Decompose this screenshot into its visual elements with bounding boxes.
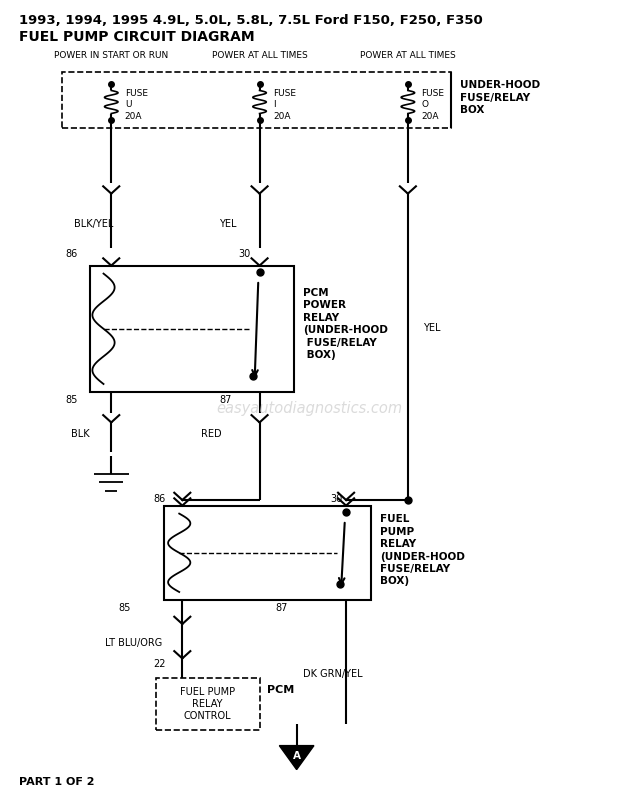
- Text: 22: 22: [153, 659, 166, 669]
- Text: YEL: YEL: [423, 323, 441, 333]
- Text: POWER AT ALL TIMES: POWER AT ALL TIMES: [360, 51, 455, 61]
- Text: 86: 86: [65, 250, 77, 259]
- Text: RED: RED: [201, 429, 221, 438]
- Text: O: O: [421, 100, 428, 109]
- Polygon shape: [279, 746, 314, 770]
- Text: BLK/YEL: BLK/YEL: [74, 219, 114, 229]
- Text: 1993, 1994, 1995 4.9L, 5.0L, 5.8L, 7.5L Ford F150, F250, F350: 1993, 1994, 1995 4.9L, 5.0L, 5.8L, 7.5L …: [19, 14, 482, 27]
- Text: 30: 30: [331, 494, 343, 504]
- Text: FUEL PUMP
RELAY
CONTROL: FUEL PUMP RELAY CONTROL: [180, 686, 235, 722]
- Text: FUEL PUMP CIRCUIT DIAGRAM: FUEL PUMP CIRCUIT DIAGRAM: [19, 30, 254, 43]
- Text: 20A: 20A: [273, 112, 290, 121]
- Bar: [62, 72, 451, 128]
- Text: FUSE: FUSE: [125, 90, 148, 98]
- Text: FUEL
PUMP
RELAY
(UNDER-HOOD
FUSE/RELAY
BOX): FUEL PUMP RELAY (UNDER-HOOD FUSE/RELAY B…: [380, 514, 465, 586]
- Text: FUSE: FUSE: [421, 90, 444, 98]
- Text: 20A: 20A: [421, 112, 439, 121]
- Text: POWER AT ALL TIMES: POWER AT ALL TIMES: [212, 51, 307, 61]
- Text: 86: 86: [153, 494, 166, 504]
- Text: easyautodiagnostics.com: easyautodiagnostics.com: [216, 401, 402, 415]
- Text: LT BLU/ORG: LT BLU/ORG: [105, 638, 163, 648]
- Bar: [164, 506, 371, 600]
- Text: UNDER-HOOD
FUSE/RELAY
BOX: UNDER-HOOD FUSE/RELAY BOX: [460, 80, 541, 115]
- Text: YEL: YEL: [219, 219, 237, 229]
- Text: 87: 87: [219, 395, 232, 405]
- Text: A: A: [293, 751, 300, 761]
- Text: 20A: 20A: [125, 112, 142, 121]
- Text: FUSE: FUSE: [273, 90, 296, 98]
- Text: 85: 85: [65, 395, 77, 405]
- Text: 30: 30: [238, 250, 250, 259]
- Text: 87: 87: [275, 603, 287, 613]
- Text: POWER IN START OR RUN: POWER IN START OR RUN: [54, 51, 168, 61]
- Text: I: I: [273, 100, 276, 109]
- Bar: [90, 266, 294, 392]
- Text: DK GRN/YEL: DK GRN/YEL: [303, 669, 362, 678]
- Text: 85: 85: [119, 603, 131, 613]
- Text: U: U: [125, 100, 132, 109]
- Bar: [156, 678, 260, 730]
- Text: BLK: BLK: [71, 429, 90, 438]
- Text: PCM: PCM: [267, 685, 294, 694]
- Text: PART 1 OF 2: PART 1 OF 2: [19, 778, 94, 787]
- Text: PCM
POWER
RELAY
(UNDER-HOOD
 FUSE/RELAY
 BOX): PCM POWER RELAY (UNDER-HOOD FUSE/RELAY B…: [303, 288, 387, 360]
